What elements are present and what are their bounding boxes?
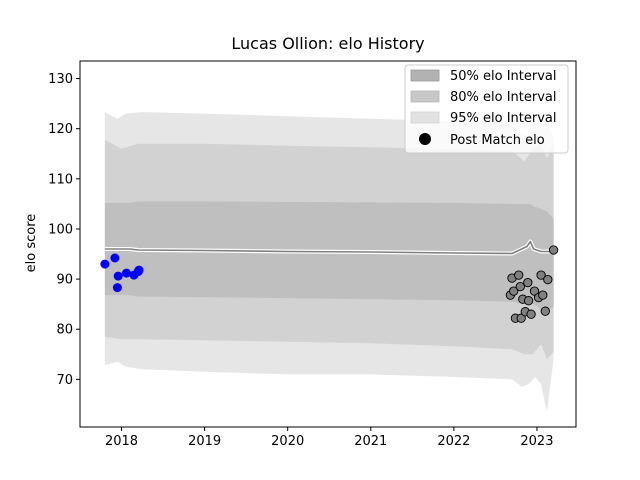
legend-swatch-95 [410,111,440,124]
pre-match-point [112,283,122,293]
post-match-point [523,296,534,306]
legend: 50% elo Interval 80% elo Interval 95% el… [404,64,569,154]
y-tick-label: 110 [48,172,73,187]
post-match-point [540,306,550,316]
y-tick-label: 90 [56,273,73,288]
y-tick-label: 130 [48,72,73,87]
pre-match-point [113,271,123,281]
x-tick-label: 2020 [271,434,304,449]
pre-match-point [100,259,110,269]
post-match-point [526,309,536,319]
legend-label-50: 50% elo Interval [450,69,557,84]
interval-band-50 [104,201,554,312]
legend-label-95: 95% elo Interval [450,111,557,126]
y-tick-label: 100 [48,222,73,237]
legend-marker-post-match [419,133,431,145]
legend-swatch-50 [410,69,440,82]
y-axis-label: elo score [24,214,39,273]
post-match-point [543,274,553,285]
legend-label-80: 80% elo Interval [450,90,557,105]
x-tick-label: 2021 [354,434,387,449]
plot-frame [79,60,577,428]
post-match-point [538,290,548,300]
post-match-point [509,286,519,296]
post-match-point [536,270,546,280]
post-match-point [523,277,533,288]
legend-frame [404,64,569,154]
pre-match-point [134,265,144,275]
mean-elo-line [104,239,555,256]
x-tick-label: 2023 [520,434,553,449]
plot-axes: 2018 2019 2020 2021 2022 2023 70 80 90 100 110 120 1… [48,60,577,449]
legend-swatch-80 [410,90,440,103]
mean-elo-line-core [104,240,554,255]
y-tick-label: 80 [56,323,73,338]
x-tick-label: 2018 [105,434,138,449]
pre-match-point [110,253,120,263]
post-match-point [529,286,540,296]
x-tick-label: 2019 [188,434,221,449]
post-match-point [515,281,525,292]
post-match-point [514,270,524,280]
post-match-point [516,313,526,323]
y-tick-label: 70 [56,373,73,388]
y-tick-label: 120 [48,122,73,137]
chart-title: Lucas Ollion: elo History [231,34,424,53]
x-tick-label: 2022 [437,434,470,449]
post-match-point [548,245,559,255]
post-match-points [100,245,559,323]
interval-bands [104,112,554,412]
pre-match-point [122,268,131,278]
legend-label-post-match: Post Match elo [450,133,545,148]
